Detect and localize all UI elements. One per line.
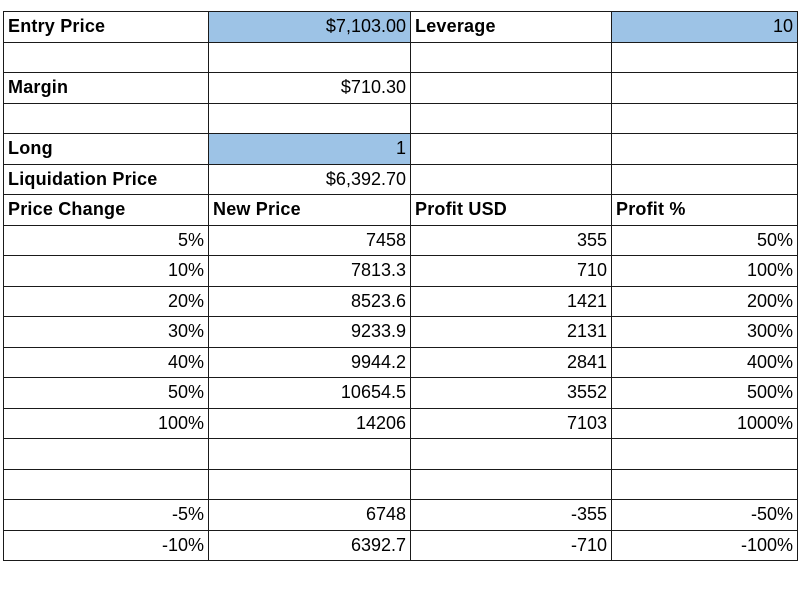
- new-price-cell[interactable]: 14206: [208, 407, 411, 439]
- new-price-cell[interactable]: 7813.3: [208, 255, 411, 287]
- empty-cell[interactable]: [611, 72, 798, 104]
- margin-label[interactable]: Margin: [3, 72, 209, 104]
- new-price-cell[interactable]: 6748: [208, 499, 411, 531]
- table-row: 100% 14206 7103 1000%: [3, 407, 798, 439]
- empty-cell[interactable]: [3, 102, 209, 134]
- profit-usd-cell[interactable]: 710: [410, 255, 612, 287]
- table-row: -5% 6748 -355 -50%: [3, 499, 798, 531]
- empty-cell[interactable]: [3, 41, 209, 73]
- table-row: [3, 468, 798, 500]
- profit-usd-cell[interactable]: [410, 438, 612, 470]
- profit-percent-cell[interactable]: 400%: [611, 346, 798, 378]
- profit-usd-cell[interactable]: 355: [410, 224, 612, 256]
- liquidation-price-cell[interactable]: $6,392.70: [208, 163, 411, 195]
- new-price-cell[interactable]: 9944.2: [208, 346, 411, 378]
- table-row: 50% 10654.5 3552 500%: [3, 377, 798, 409]
- margin-cell[interactable]: $710.30: [208, 72, 411, 104]
- new-price-cell[interactable]: 6392.7: [208, 529, 411, 561]
- leverage-label[interactable]: Leverage: [410, 11, 612, 43]
- row-long: Long 1: [3, 133, 798, 165]
- row-blank-2: [3, 102, 798, 134]
- empty-cell[interactable]: [410, 163, 612, 195]
- empty-cell[interactable]: [208, 41, 411, 73]
- profit-usd-cell[interactable]: 1421: [410, 285, 612, 317]
- new-price-cell[interactable]: [208, 438, 411, 470]
- long-label[interactable]: Long: [3, 133, 209, 165]
- table-row: 40% 9944.2 2841 400%: [3, 346, 798, 378]
- empty-cell[interactable]: [208, 102, 411, 134]
- profit-usd-cell[interactable]: 3552: [410, 377, 612, 409]
- price-change-cell[interactable]: 50%: [3, 377, 209, 409]
- profit-percent-cell[interactable]: 100%: [611, 255, 798, 287]
- profit-percent-cell[interactable]: -50%: [611, 499, 798, 531]
- entry-price-label[interactable]: Entry Price: [3, 11, 209, 43]
- header-profit-percent[interactable]: Profit %: [611, 194, 798, 226]
- new-price-cell[interactable]: 8523.6: [208, 285, 411, 317]
- entry-price-cell[interactable]: $7,103.00: [208, 11, 411, 43]
- price-change-cell[interactable]: 40%: [3, 346, 209, 378]
- price-change-cell[interactable]: 5%: [3, 224, 209, 256]
- price-change-cell[interactable]: [3, 468, 209, 500]
- row-entry-price: Entry Price $7,103.00 Leverage 10: [3, 11, 798, 43]
- liquidation-price-label[interactable]: Liquidation Price: [3, 163, 209, 195]
- profit-percent-cell[interactable]: 200%: [611, 285, 798, 317]
- profit-usd-cell[interactable]: -710: [410, 529, 612, 561]
- row-liquidation: Liquidation Price $6,392.70: [3, 163, 798, 195]
- profit-percent-cell[interactable]: 300%: [611, 316, 798, 348]
- long-cell[interactable]: 1: [208, 133, 411, 165]
- price-change-cell[interactable]: -5%: [3, 499, 209, 531]
- profit-percent-cell[interactable]: 500%: [611, 377, 798, 409]
- empty-cell[interactable]: [611, 133, 798, 165]
- empty-cell[interactable]: [410, 41, 612, 73]
- new-price-cell[interactable]: 9233.9: [208, 316, 411, 348]
- empty-cell[interactable]: [410, 133, 612, 165]
- profit-percent-cell[interactable]: 50%: [611, 224, 798, 256]
- profit-usd-cell[interactable]: 7103: [410, 407, 612, 439]
- price-change-cell[interactable]: 30%: [3, 316, 209, 348]
- table-row: [3, 438, 798, 470]
- table-row: 10% 7813.3 710 100%: [3, 255, 798, 287]
- header-profit-usd[interactable]: Profit USD: [410, 194, 612, 226]
- price-change-cell[interactable]: 10%: [3, 255, 209, 287]
- new-price-cell[interactable]: [208, 468, 411, 500]
- price-change-cell[interactable]: [3, 438, 209, 470]
- new-price-cell[interactable]: 7458: [208, 224, 411, 256]
- profit-usd-cell[interactable]: 2131: [410, 316, 612, 348]
- spreadsheet-grid: Entry Price $7,103.00 Leverage 10 Margin…: [3, 11, 798, 561]
- header-row: Price Change New Price Profit USD Profit…: [3, 194, 798, 226]
- empty-cell[interactable]: [410, 72, 612, 104]
- profit-usd-cell[interactable]: 2841: [410, 346, 612, 378]
- profit-usd-cell[interactable]: [410, 468, 612, 500]
- empty-cell[interactable]: [611, 163, 798, 195]
- empty-cell[interactable]: [611, 41, 798, 73]
- header-new-price[interactable]: New Price: [208, 194, 411, 226]
- header-price-change[interactable]: Price Change: [3, 194, 209, 226]
- table-row: 5% 7458 355 50%: [3, 224, 798, 256]
- table-row: -10% 6392.7 -710 -100%: [3, 529, 798, 561]
- profit-percent-cell[interactable]: [611, 438, 798, 470]
- price-change-cell[interactable]: 100%: [3, 407, 209, 439]
- profit-usd-cell[interactable]: -355: [410, 499, 612, 531]
- new-price-cell[interactable]: 10654.5: [208, 377, 411, 409]
- price-change-cell[interactable]: 20%: [3, 285, 209, 317]
- data-rows: 5% 7458 355 50% 10% 7813.3 710 100% 20% 8523.6 142…: [3, 224, 798, 561]
- empty-cell[interactable]: [410, 102, 612, 134]
- profit-percent-cell[interactable]: [611, 468, 798, 500]
- empty-cell[interactable]: [611, 102, 798, 134]
- profit-percent-cell[interactable]: 1000%: [611, 407, 798, 439]
- table-row: 20% 8523.6 1421 200%: [3, 285, 798, 317]
- profit-percent-cell[interactable]: -100%: [611, 529, 798, 561]
- price-change-cell[interactable]: -10%: [3, 529, 209, 561]
- table-row: 30% 9233.9 2131 300%: [3, 316, 798, 348]
- leverage-cell[interactable]: 10: [611, 11, 798, 43]
- row-margin: Margin $710.30: [3, 72, 798, 104]
- row-blank-1: [3, 41, 798, 73]
